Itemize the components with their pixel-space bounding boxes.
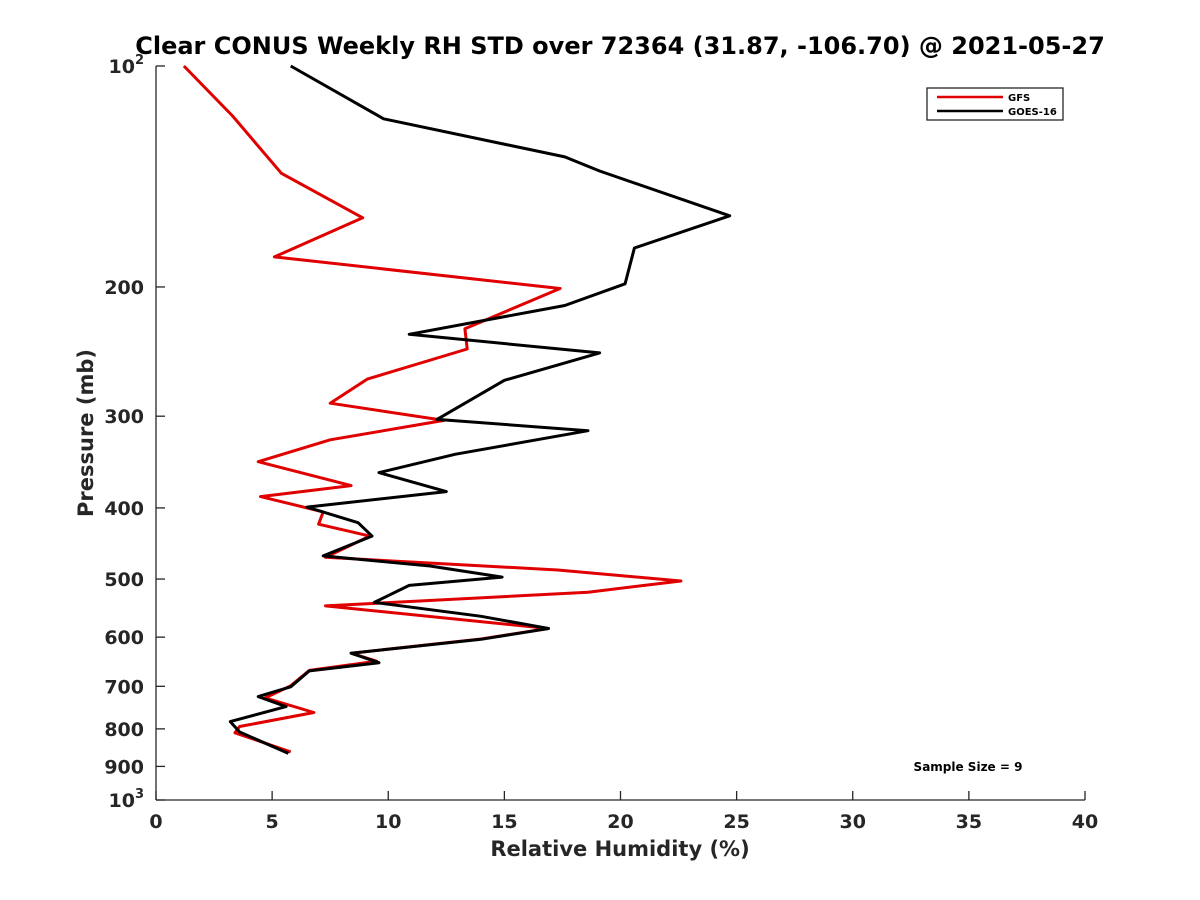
legend: GFS GOES-16: [926, 87, 1064, 121]
y-tick-base: 500: [104, 569, 144, 591]
y-tick-label: 400: [104, 498, 144, 520]
x-tick-label: 40: [1072, 811, 1098, 833]
y-tick-base: 10: [109, 790, 135, 812]
y-tick-label: 800: [104, 719, 144, 741]
y-tick-base: 10: [109, 56, 135, 78]
x-tick-label: 15: [491, 811, 517, 833]
y-tick-label: 102: [109, 53, 145, 78]
y-tick-label: 600: [104, 627, 144, 649]
y-tick-base: 300: [104, 406, 144, 428]
sample-size-annotation: Sample Size = 9: [914, 760, 1023, 774]
legend-label-gfs: GFS: [1008, 93, 1030, 104]
x-tick-label: 10: [375, 811, 401, 833]
series-layer: [182, 64, 732, 755]
y-tick-label: 200: [104, 277, 144, 299]
y-tick-base: 400: [104, 498, 144, 520]
chart-title: Clear CONUS Weekly RH STD over 72364 (31…: [135, 32, 1105, 60]
x-tick-label: 35: [956, 811, 982, 833]
series-line-gfs: [182, 64, 683, 754]
axes: [155, 66, 1085, 801]
y-tick-base: 600: [104, 627, 144, 649]
x-tick-label: 25: [723, 811, 749, 833]
y-tick-base: 800: [104, 719, 144, 741]
x-ticks: 0 5 10 15 20 25 30 35 40: [149, 791, 1098, 833]
legend-box: [926, 87, 1064, 121]
x-axis-label: Relative Humidity (%): [490, 837, 749, 861]
y-tick-exponent: 3: [135, 787, 144, 802]
y-tick-label: 700: [104, 676, 144, 698]
x-tick-label: 0: [149, 811, 162, 833]
y-tick-base: 200: [104, 277, 144, 299]
y-axis-label: Pressure (mb): [74, 349, 98, 517]
y-tick-label: 300: [104, 406, 144, 428]
series-line-goes16: [228, 64, 732, 755]
x-tick-label: 20: [607, 811, 633, 833]
y-tick-label: 900: [104, 756, 144, 778]
x-tick-label: 30: [840, 811, 866, 833]
legend-label-goes16: GOES-16: [1008, 107, 1057, 118]
y-tick-exponent: 2: [135, 53, 144, 68]
y-tick-base: 900: [104, 756, 144, 778]
x-tick-label: 5: [266, 811, 279, 833]
y-tick-label: 103: [109, 787, 145, 812]
y-tick-base: 700: [104, 676, 144, 698]
y-tick-label: 500: [104, 569, 144, 591]
